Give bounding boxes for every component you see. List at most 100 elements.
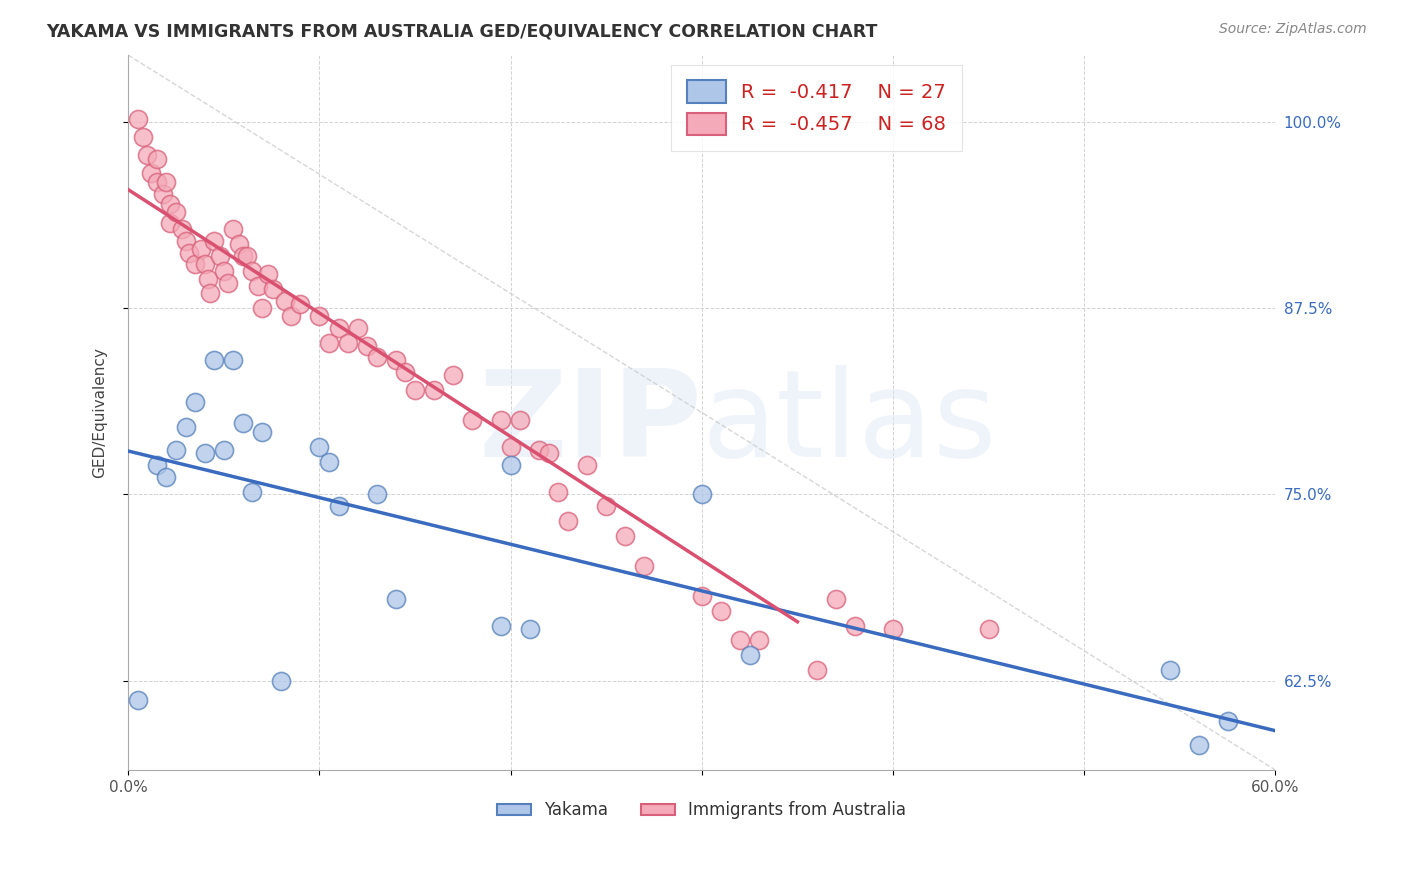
Point (139, 166, 162, 180)
Point (217, 276, 239, 290)
Point (197, 271, 219, 285)
Point (127, 112, 149, 127)
Point (633, 558, 655, 573)
Point (235, 249, 257, 263)
Point (184, 257, 207, 271)
Point (461, 413, 484, 427)
Point (194, 446, 217, 460)
Point (263, 282, 285, 296)
Text: ZIP: ZIP (478, 365, 702, 482)
Point (318, 455, 340, 469)
Point (274, 293, 297, 308)
Point (174, 235, 197, 249)
Point (748, 633, 770, 648)
Point (250, 425, 273, 439)
Point (184, 395, 207, 409)
Point (1159, 663, 1181, 677)
Point (318, 335, 340, 350)
Point (190, 242, 212, 256)
Point (806, 663, 828, 677)
Point (690, 487, 713, 501)
Point (290, 297, 312, 311)
Point (1216, 714, 1239, 728)
Point (977, 622, 1000, 636)
Point (489, 618, 512, 632)
Point (280, 309, 302, 323)
Point (242, 484, 264, 499)
Point (202, 235, 225, 249)
Point (882, 622, 904, 636)
Point (146, 175, 169, 189)
Point (690, 589, 713, 603)
Point (159, 216, 181, 230)
Point (394, 365, 416, 379)
Point (385, 591, 408, 606)
Point (499, 440, 522, 454)
Point (232, 416, 254, 430)
Point (222, 222, 245, 236)
Point (595, 500, 617, 514)
Point (256, 267, 278, 281)
Point (529, 442, 551, 457)
Point (499, 458, 522, 472)
Point (146, 458, 169, 472)
Point (844, 618, 866, 632)
Point (337, 335, 360, 350)
Point (441, 368, 464, 383)
Point (824, 591, 846, 606)
Text: atlas: atlas (702, 365, 997, 482)
Point (155, 175, 177, 189)
Point (212, 264, 235, 278)
Point (519, 622, 541, 636)
Point (232, 249, 254, 263)
Point (270, 673, 292, 688)
Point (228, 237, 250, 252)
Point (250, 301, 273, 316)
Point (194, 257, 217, 271)
Point (146, 153, 169, 167)
Point (366, 487, 388, 501)
Point (136, 148, 159, 162)
Point (328, 320, 350, 334)
Point (202, 353, 225, 368)
Y-axis label: GED/Equivalency: GED/Equivalency (93, 347, 107, 478)
Point (547, 484, 569, 499)
Point (537, 446, 560, 460)
Point (208, 249, 231, 263)
Point (165, 442, 187, 457)
Point (557, 514, 579, 528)
Point (710, 604, 733, 618)
Point (179, 246, 201, 260)
Point (423, 383, 446, 397)
Point (328, 500, 350, 514)
Point (132, 130, 155, 145)
Point (152, 186, 174, 201)
Point (489, 413, 512, 427)
Point (404, 383, 426, 397)
Point (385, 353, 408, 368)
Point (165, 204, 187, 219)
Point (346, 320, 368, 334)
Point (247, 279, 270, 293)
Point (509, 413, 531, 427)
Point (155, 469, 177, 483)
Text: YAKAMA VS IMMIGRANTS FROM AUSTRALIA GED/EQUIVALENCY CORRELATION CHART: YAKAMA VS IMMIGRANTS FROM AUSTRALIA GED/… (46, 22, 877, 40)
Point (174, 420, 197, 434)
Point (1188, 738, 1211, 752)
Legend: Yakama, Immigrants from Australia: Yakama, Immigrants from Australia (491, 795, 912, 826)
Point (200, 286, 222, 301)
Point (159, 197, 181, 211)
Point (738, 648, 761, 663)
Point (242, 264, 264, 278)
Point (366, 351, 388, 365)
Point (614, 529, 637, 543)
Point (212, 442, 235, 457)
Point (308, 309, 330, 323)
Point (127, 693, 149, 707)
Point (222, 353, 245, 368)
Point (170, 222, 193, 236)
Text: Source: ZipAtlas.com: Source: ZipAtlas.com (1219, 22, 1367, 37)
Point (728, 633, 751, 648)
Point (308, 440, 330, 454)
Point (576, 458, 599, 472)
